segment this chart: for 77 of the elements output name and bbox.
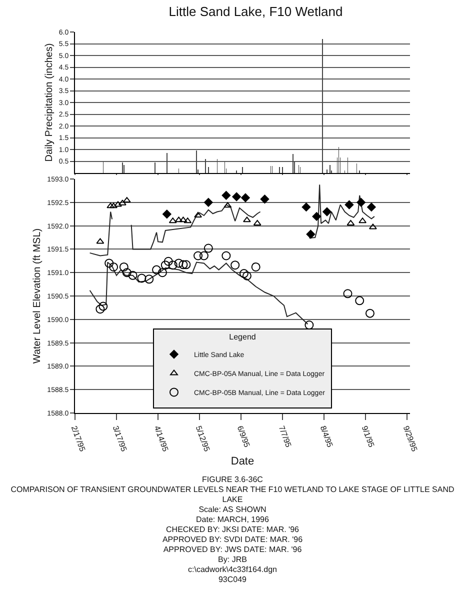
point <box>164 256 173 266</box>
point <box>204 244 213 253</box>
point <box>344 200 354 210</box>
point <box>222 190 231 200</box>
point <box>367 202 376 212</box>
text: Date: MARCH, 1996 <box>195 515 270 525</box>
point <box>162 210 172 218</box>
point <box>242 271 252 280</box>
point <box>160 260 170 270</box>
point <box>106 202 115 208</box>
point <box>119 262 128 272</box>
text: APPROVED BY: JWS DATE: MAR. '96 <box>162 545 303 555</box>
x-tick-label: 6/9/95 <box>235 424 252 450</box>
text: APPROVED BY: SVDI DATE: MAR. '96 <box>161 535 304 545</box>
chart-title: Little Sand Lake, F10 Wetland <box>168 4 343 20</box>
text: Scale: AS SHOWN <box>198 505 268 515</box>
point <box>128 270 138 280</box>
point <box>96 304 105 314</box>
point <box>239 269 248 278</box>
x-tick-label: 8/4/95 <box>318 424 335 450</box>
point <box>230 260 240 270</box>
point <box>152 265 162 274</box>
point <box>122 197 131 203</box>
point <box>356 198 366 207</box>
point <box>204 198 213 207</box>
x-tick-label: 4/14/95 <box>152 424 170 454</box>
point <box>109 262 118 272</box>
point <box>178 260 188 270</box>
legend-title: Legend <box>229 332 256 342</box>
point <box>355 296 364 306</box>
x-tick-label: 7/7/95 <box>276 424 294 450</box>
point <box>118 200 126 206</box>
point <box>98 302 108 311</box>
point <box>251 262 260 272</box>
point <box>137 274 146 283</box>
point <box>358 218 367 224</box>
point <box>302 202 311 212</box>
point <box>241 193 250 202</box>
point <box>194 251 203 260</box>
point <box>144 274 154 284</box>
point <box>312 212 322 221</box>
point <box>168 260 178 270</box>
x-tick-label: 9/1/95 <box>360 424 376 450</box>
point <box>199 251 208 260</box>
point <box>122 268 132 278</box>
text: 93C049 <box>217 575 248 585</box>
point <box>260 194 270 204</box>
point <box>346 220 355 226</box>
point <box>179 216 188 222</box>
point <box>104 258 114 268</box>
y-axis-title: Water Level Elevation (ft MSL) <box>32 228 44 364</box>
point <box>365 308 374 318</box>
point <box>224 202 232 208</box>
point <box>168 218 177 224</box>
point <box>306 230 316 239</box>
point <box>174 216 183 222</box>
text: CHECKED BY: JKSI DATE: MAR. '96 <box>165 525 300 535</box>
point <box>182 260 191 270</box>
point <box>96 238 104 244</box>
point <box>343 289 352 298</box>
point <box>232 192 241 202</box>
point <box>253 220 262 226</box>
text: By: JRB <box>217 555 248 565</box>
point <box>110 202 118 208</box>
x-axis-title: Date <box>230 455 254 468</box>
text: COMPARISON OF TRANSIENT GROUNDWATER LEVELS NEAR THE F10 WETLAND TO LAKE STAGE OF LITTLE SAND LAKE <box>10 485 455 505</box>
point <box>222 251 231 260</box>
point <box>184 218 192 224</box>
point <box>114 201 122 207</box>
caption: FIGURE 3.6-36C <box>201 475 264 485</box>
y-axis-title: Daily Precipitation (inches) <box>44 43 55 162</box>
point <box>174 258 184 268</box>
point <box>368 224 377 230</box>
text: c:\cadwork\4c33f164.dgn <box>187 565 278 575</box>
point <box>242 216 251 222</box>
point <box>158 268 167 278</box>
point <box>322 207 332 216</box>
